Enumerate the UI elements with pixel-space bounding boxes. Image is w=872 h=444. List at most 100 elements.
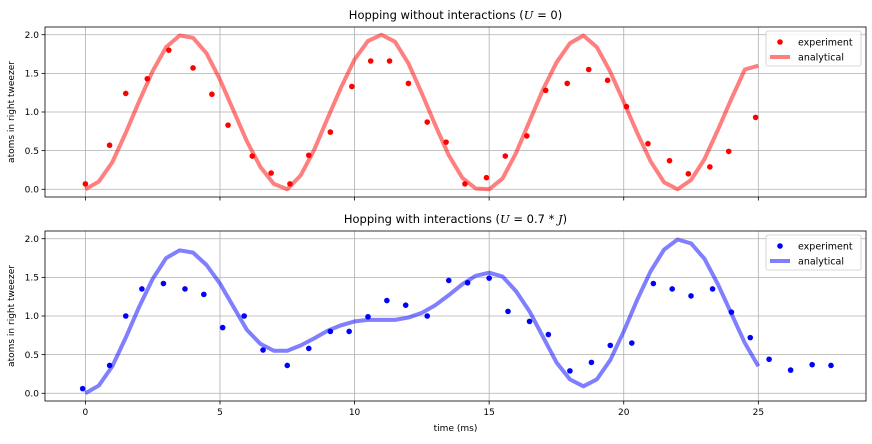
y-tick-label: 0.5 bbox=[25, 351, 39, 361]
experiment-point bbox=[688, 293, 694, 299]
experiment-point bbox=[182, 286, 188, 292]
top-panel: 0.0 0.5 1.0 1.5 2.0 atoms in right tweezer Hop… bbox=[7, 8, 867, 201]
plot-area bbox=[82, 32, 759, 192]
experiment-point bbox=[219, 324, 226, 331]
experiment-point bbox=[249, 153, 256, 159]
experiment-point bbox=[443, 139, 449, 145]
legend-label: analytical bbox=[798, 256, 844, 267]
legend-label: experiment bbox=[798, 241, 853, 252]
experiment-point bbox=[505, 308, 511, 315]
title-part: U bbox=[500, 212, 510, 226]
experiment-point bbox=[402, 302, 409, 308]
experiment-point bbox=[82, 181, 89, 187]
experiment-point bbox=[588, 359, 595, 366]
x-tick-label: 15 bbox=[483, 408, 494, 418]
experiment-point bbox=[384, 297, 390, 304]
chart-title: Hopping without interactions (U = 0) bbox=[349, 8, 562, 22]
experiment-point bbox=[707, 164, 713, 170]
experiment-point bbox=[144, 75, 151, 82]
title-part: Hopping with interactions ( bbox=[344, 212, 500, 226]
experiment-point bbox=[405, 80, 412, 87]
x-tick-label: 0 bbox=[83, 408, 89, 418]
experiment-point bbox=[709, 286, 716, 292]
experiment-point bbox=[190, 65, 196, 71]
analytical-line bbox=[84, 237, 761, 396]
experiment-point bbox=[725, 148, 732, 155]
title-part: = 0) bbox=[533, 8, 562, 22]
experiment-point bbox=[349, 83, 355, 90]
experiment-point bbox=[241, 313, 247, 319]
legend-label: experiment bbox=[798, 37, 853, 48]
experiment-point bbox=[287, 181, 293, 187]
experiment-point bbox=[629, 340, 635, 346]
experiment-point bbox=[305, 152, 312, 159]
experiment-point bbox=[526, 318, 533, 325]
experiment-point bbox=[752, 114, 759, 121]
title-part: U bbox=[524, 8, 534, 22]
x-tick-label: 5 bbox=[217, 408, 223, 418]
title-part: Hopping without interactions ( bbox=[349, 8, 524, 22]
experiment-point bbox=[623, 103, 630, 110]
experiment-point bbox=[486, 275, 492, 281]
experiment-point bbox=[685, 171, 692, 177]
y-axis-label: atoms in right tweezer bbox=[7, 61, 17, 163]
experiment-point bbox=[809, 361, 815, 368]
experiment-point bbox=[542, 87, 549, 94]
experiment-point bbox=[445, 277, 452, 284]
experiment-point bbox=[327, 328, 334, 335]
plot-area bbox=[79, 237, 834, 396]
y-tick-label: 1.0 bbox=[25, 312, 40, 322]
analytical-line bbox=[84, 32, 759, 192]
y-tick-label: 1.0 bbox=[25, 108, 40, 118]
y-tick-label: 0.5 bbox=[25, 147, 39, 157]
experiment-point bbox=[645, 140, 651, 147]
experiment-point bbox=[462, 181, 468, 187]
experiment-point bbox=[79, 385, 86, 392]
experiment-point bbox=[604, 77, 611, 84]
x-tick-label: 10 bbox=[349, 408, 361, 418]
experiment-point bbox=[747, 334, 754, 341]
legend-label: analytical bbox=[798, 52, 844, 63]
title-part: J bbox=[556, 212, 564, 226]
experiment-point bbox=[545, 331, 552, 338]
experiment-point bbox=[106, 362, 113, 369]
experiment-point bbox=[766, 356, 772, 363]
experiment-point bbox=[585, 66, 592, 73]
x-tick-label: 20 bbox=[618, 408, 630, 418]
experiment-point bbox=[728, 309, 735, 315]
experiment-point bbox=[122, 90, 129, 97]
x-tick-label: 25 bbox=[753, 408, 764, 418]
title-part: ) bbox=[563, 212, 568, 226]
title-part: = 0.7 * bbox=[510, 212, 558, 226]
y-axis-label: atoms in right tweezer bbox=[7, 265, 17, 367]
experiment-point bbox=[424, 313, 431, 319]
experiment-point bbox=[464, 279, 471, 286]
experiment-point bbox=[564, 80, 571, 87]
bottom-panel: 0 5 10 15 20 25 0.0 0.5 1.0 1.5 2.0 atoms in right … bbox=[7, 212, 867, 434]
experiment-point bbox=[122, 313, 129, 319]
experiment-point bbox=[365, 313, 371, 320]
legend-marker-experiment bbox=[777, 243, 783, 249]
y-tick-label: 0.0 bbox=[25, 389, 40, 399]
y-tick-label: 1.5 bbox=[25, 274, 39, 284]
experiment-point bbox=[524, 133, 530, 139]
experiment-point bbox=[386, 58, 393, 64]
experiment-point bbox=[166, 47, 172, 53]
y-tick-label: 2.0 bbox=[25, 235, 40, 245]
experiment-point bbox=[828, 362, 834, 369]
y-tick-label: 0.0 bbox=[25, 185, 40, 195]
chart-title: Hopping with interactions (U = 0.7 * J) bbox=[344, 212, 567, 226]
experiment-point bbox=[502, 153, 509, 159]
experiment-point bbox=[483, 174, 490, 181]
experiment-point bbox=[225, 122, 231, 128]
y-tick-label: 1.5 bbox=[25, 70, 39, 80]
experiment-point bbox=[567, 368, 573, 374]
experiment-point bbox=[139, 286, 145, 292]
y-tick-label: 2.0 bbox=[25, 31, 40, 41]
x-axis-label: time (ms) bbox=[434, 424, 478, 434]
experiment-point bbox=[787, 367, 794, 373]
experiment-point bbox=[666, 157, 673, 164]
experiment-point bbox=[367, 58, 374, 64]
